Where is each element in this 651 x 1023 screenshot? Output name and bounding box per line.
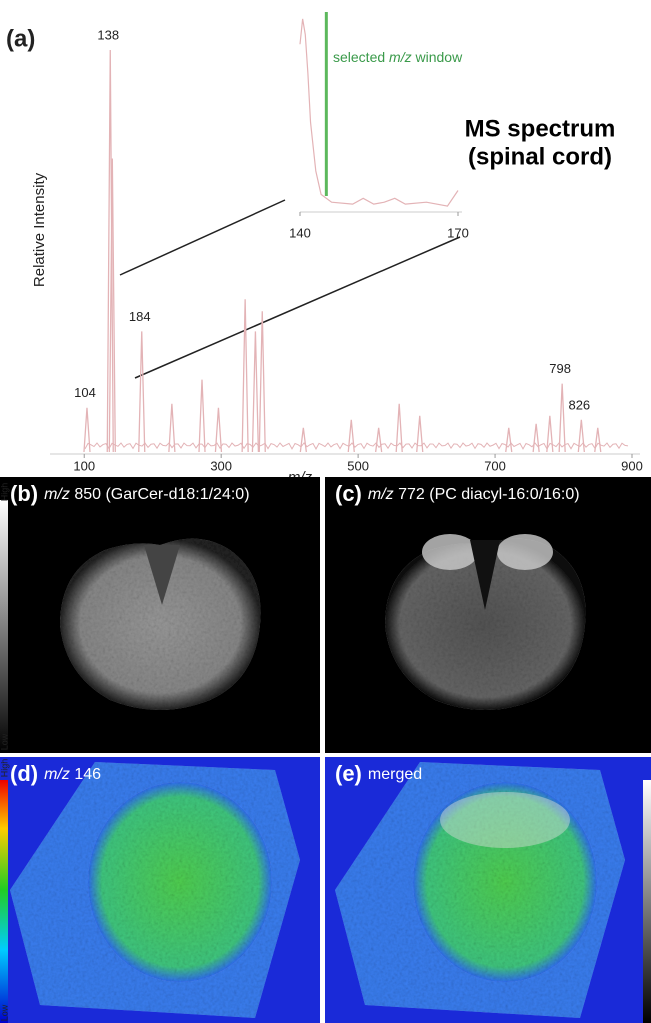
peak xyxy=(198,379,206,453)
panel-title: (b) m/z 850 (GarCer-d18:1/24:0) xyxy=(10,481,250,506)
panel-label: (e) xyxy=(335,761,362,786)
panel-title: (e) merged xyxy=(335,761,422,786)
peak xyxy=(347,419,355,453)
chart-title: (spinal cord) xyxy=(468,143,612,170)
peak xyxy=(214,407,223,453)
colorbar xyxy=(0,780,8,1023)
peak xyxy=(106,49,114,453)
peak xyxy=(505,427,513,453)
x-tick-label: 100 xyxy=(73,458,95,473)
y-axis-label: Relative Intensity xyxy=(31,172,48,287)
inset-curve xyxy=(299,18,459,207)
panel-label: (b) xyxy=(10,481,38,506)
annotation-text: selected xyxy=(333,49,389,65)
x-tick-label: 700 xyxy=(484,458,506,473)
colorbar-label: High xyxy=(0,483,9,502)
x-tick-label: 500 xyxy=(347,458,369,473)
colorbar xyxy=(0,500,8,753)
colorbar-label: Low xyxy=(0,733,9,750)
peak xyxy=(594,427,602,453)
peak xyxy=(138,331,146,453)
panel-text: 772 (PC diacyl-16:0/16:0) xyxy=(394,486,580,503)
tissue-feature xyxy=(440,792,570,848)
mz-prefix: m/z xyxy=(368,486,394,503)
peak xyxy=(416,415,424,453)
spectrum-panel: (a) MS spectrum (spinal cord) Relative I… xyxy=(6,12,643,486)
peak-label: 138 xyxy=(97,27,119,42)
chart-title: MS spectrum xyxy=(465,115,616,142)
peak-label: 184 xyxy=(129,309,151,324)
peak xyxy=(108,158,116,453)
inset-x-tick-label: 170 xyxy=(447,225,469,240)
peak xyxy=(168,403,176,453)
tissue xyxy=(60,538,261,710)
annotation-text: m/z xyxy=(389,49,412,65)
peak-label: 798 xyxy=(549,361,571,376)
peak-label: 104 xyxy=(74,385,96,400)
mz-prefix: m/z xyxy=(44,486,70,503)
panel-label: (c) xyxy=(335,481,362,506)
tissue-feature xyxy=(497,534,553,570)
x-tick-label: 300 xyxy=(210,458,232,473)
tissue xyxy=(413,782,597,982)
tissue-feature xyxy=(422,534,478,570)
peak xyxy=(251,331,260,453)
panel-title: (c) m/z 772 (PC diacyl-16:0/16:0) xyxy=(335,481,580,506)
peak xyxy=(241,299,249,453)
annotation-text: window xyxy=(412,49,463,65)
zoom-line xyxy=(134,236,461,379)
image-panels: High Low High Low (b) m/z 850 (GarCer-d18… xyxy=(0,477,651,1023)
peak xyxy=(546,415,554,453)
peak xyxy=(558,383,566,453)
tissue-feature xyxy=(144,545,180,605)
inset-x-tick-label: 140 xyxy=(289,225,311,240)
colorbar-label: Low xyxy=(0,1004,9,1021)
tissue xyxy=(88,782,272,982)
peak xyxy=(299,427,307,453)
zoom-line xyxy=(119,199,286,276)
peak xyxy=(532,423,540,453)
x-tick-label: 900 xyxy=(621,458,643,473)
panel-label: (d) xyxy=(10,761,38,786)
peak-label: 826 xyxy=(568,397,590,412)
panel-text: 850 (GarCer-d18:1/24:0) xyxy=(70,486,250,503)
peak xyxy=(258,311,266,453)
colorbar-label: High xyxy=(0,759,9,778)
panel-title: (d) m/z 146 xyxy=(10,761,101,786)
tissue-feature xyxy=(470,540,500,610)
peak xyxy=(577,419,585,453)
peak xyxy=(395,403,403,453)
colorbar xyxy=(643,780,651,1023)
peak xyxy=(83,407,91,453)
tissue xyxy=(385,538,586,710)
panel-text: merged xyxy=(368,766,422,783)
panel-text: 146 xyxy=(70,766,101,783)
panel-label: (a) xyxy=(6,25,35,52)
mz-prefix: m/z xyxy=(44,766,70,783)
inset-annotation: selected m/z window xyxy=(333,49,463,65)
baseline-noise xyxy=(84,442,629,450)
peak xyxy=(375,427,383,453)
